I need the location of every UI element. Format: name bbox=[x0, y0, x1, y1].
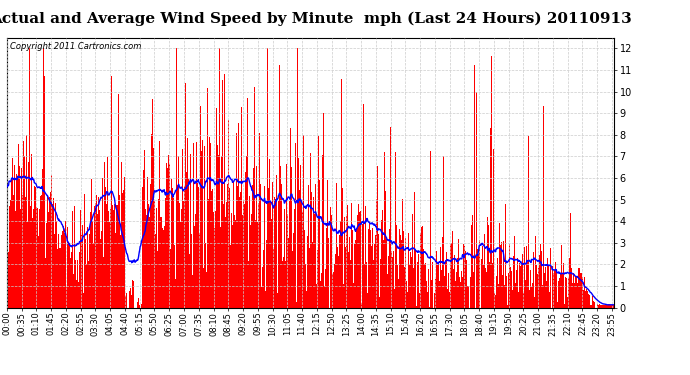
Text: Actual and Average Wind Speed by Minute  mph (Last 24 Hours) 20110913: Actual and Average Wind Speed by Minute … bbox=[0, 11, 631, 26]
Text: Copyright 2011 Cartronics.com: Copyright 2011 Cartronics.com bbox=[10, 42, 141, 51]
